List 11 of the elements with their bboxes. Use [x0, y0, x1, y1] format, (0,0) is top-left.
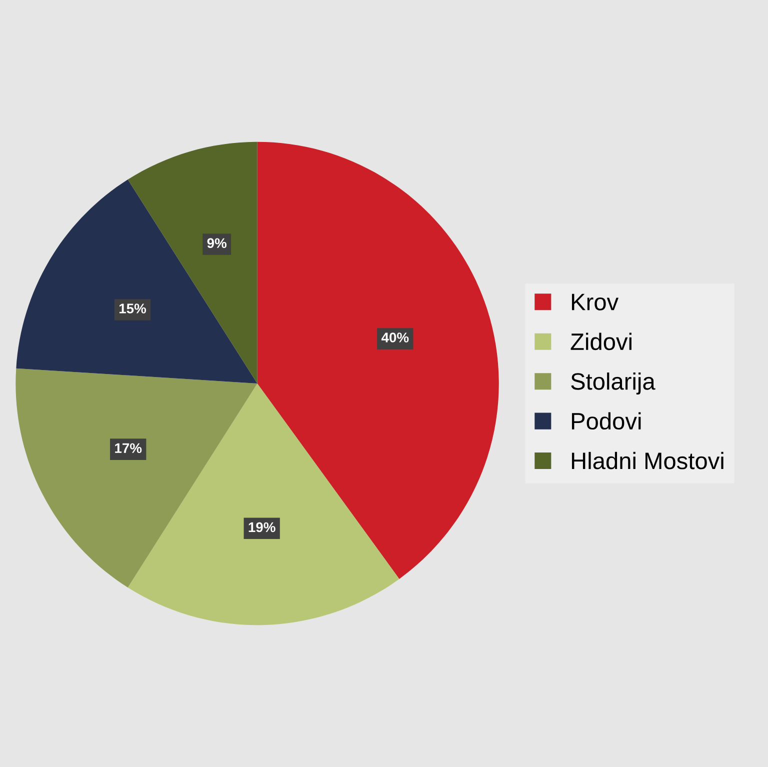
data-label: 17%	[115, 443, 142, 454]
data-label: 15%	[119, 304, 146, 314]
legend-label: Hladni Mostovi	[572, 452, 724, 470]
legend-label: Podovi	[572, 412, 641, 430]
legend-label: Stolarija	[571, 372, 656, 395]
legend-label: Krov	[572, 294, 619, 310]
pie-slice	[16, 180, 258, 384]
data-label: 40%	[381, 332, 409, 342]
data-label: 9%	[207, 238, 227, 248]
data-label: 19%	[248, 522, 276, 532]
legend-label: Zidovi	[570, 332, 632, 350]
